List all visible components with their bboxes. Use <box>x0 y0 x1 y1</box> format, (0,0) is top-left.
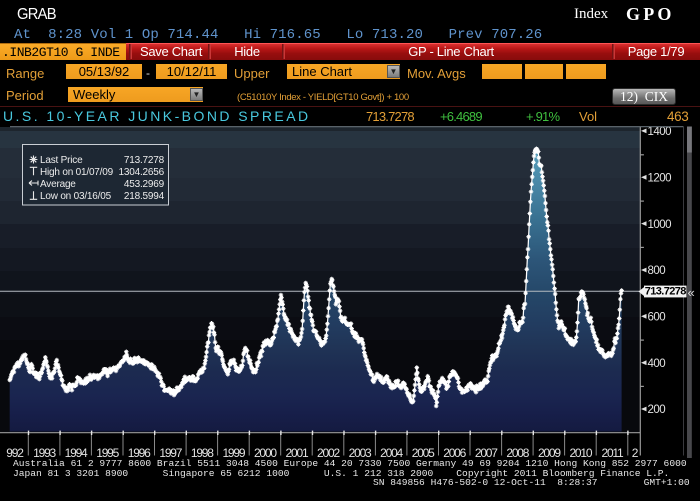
svg-text:Low on 03/16/05: Low on 03/16/05 <box>40 191 112 202</box>
svg-text:2007: 2007 <box>475 446 498 460</box>
svg-text:1995: 1995 <box>96 446 119 460</box>
svg-text:2009: 2009 <box>538 446 561 460</box>
svg-text:200: 200 <box>648 404 666 416</box>
svg-text:1996: 1996 <box>128 446 151 460</box>
svg-text:2010: 2010 <box>569 446 592 460</box>
svg-text:1997: 1997 <box>159 446 182 460</box>
svg-text:1994: 1994 <box>65 446 88 460</box>
svg-text:992: 992 <box>6 446 24 460</box>
svg-text:713.7278: 713.7278 <box>124 155 165 166</box>
svg-text:1200: 1200 <box>648 173 672 185</box>
svg-text:2001: 2001 <box>286 446 309 460</box>
svg-text:2008: 2008 <box>506 446 529 460</box>
svg-text:713.7278: 713.7278 <box>645 286 687 298</box>
svg-text:2: 2 <box>632 446 639 460</box>
svg-text:2006: 2006 <box>443 446 466 460</box>
svg-text:1000: 1000 <box>648 219 672 231</box>
svg-text:600: 600 <box>648 312 666 324</box>
svg-text:2004: 2004 <box>380 446 403 460</box>
svg-text:2005: 2005 <box>412 446 435 460</box>
svg-text:1400: 1400 <box>648 126 672 138</box>
svg-text:1304.2656: 1304.2656 <box>119 167 165 178</box>
svg-text:2003: 2003 <box>349 446 372 460</box>
svg-text:2002: 2002 <box>317 446 340 460</box>
svg-text:«: « <box>688 285 695 300</box>
svg-text:2000: 2000 <box>254 446 277 460</box>
svg-text:High on 01/07/09: High on 01/07/09 <box>40 167 114 178</box>
svg-text:800: 800 <box>648 265 666 277</box>
svg-text:Average: Average <box>40 179 76 190</box>
svg-text:453.2969: 453.2969 <box>124 179 165 190</box>
svg-text:218.5994: 218.5994 <box>124 191 165 202</box>
svg-text:Last Price: Last Price <box>40 155 83 166</box>
svg-text:1998: 1998 <box>191 446 214 460</box>
svg-text:400: 400 <box>648 358 666 370</box>
svg-text:1999: 1999 <box>222 446 245 460</box>
svg-text:1993: 1993 <box>33 446 56 460</box>
svg-text:2011: 2011 <box>601 446 624 460</box>
